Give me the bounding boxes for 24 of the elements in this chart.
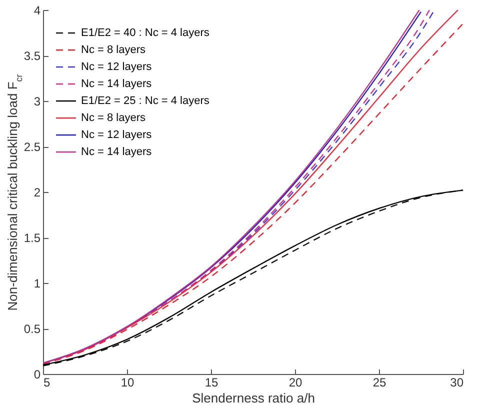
legend-label: E1/E2 = 40 : Nc = 4 layers (81, 27, 210, 39)
x-tick-label: 5 (44, 376, 50, 390)
y-tick-label: 0.5 (24, 322, 41, 336)
x-tick-label: 20 (288, 376, 302, 390)
y-tick-label: 3.5 (24, 49, 41, 63)
legend-label: Nc = 12 layers (81, 129, 152, 141)
legend-label: E1/E2 = 25 : Nc = 4 layers (81, 95, 210, 107)
x-axis-title: Slenderness ratio a/h (192, 390, 315, 406)
y-tick-label: 1.5 (24, 231, 41, 245)
y-tick-label: 0 (34, 368, 41, 382)
y-tick-label: 2 (34, 186, 41, 200)
legend-label: Nc = 14 layers (81, 146, 152, 158)
legend-label: Nc = 8 layers (81, 44, 146, 56)
y-tick-label: 1 (34, 276, 41, 290)
y-tick-label: 4 (34, 4, 41, 18)
x-tick-label: 10 (120, 376, 134, 390)
x-tick-label: 30 (450, 376, 464, 390)
legend-label: Nc = 8 layers (81, 112, 146, 124)
x-tick-label: 25 (372, 376, 386, 390)
legend-label: Nc = 12 layers (81, 61, 152, 73)
legend-label: Nc = 14 layers (81, 78, 152, 90)
x-tick-label: 15 (204, 376, 218, 390)
y-tick-label: 2.5 (24, 140, 41, 154)
y-tick-label: 3 (34, 94, 41, 108)
